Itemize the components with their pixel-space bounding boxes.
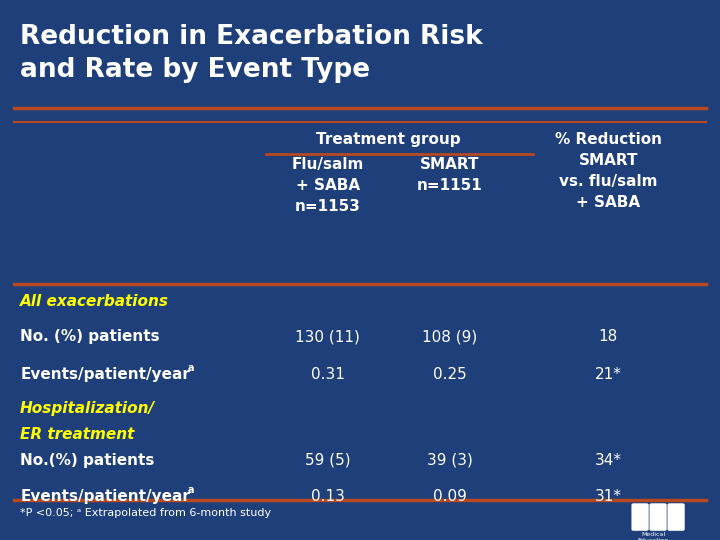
Text: Events/patient/year: Events/patient/year xyxy=(20,489,190,504)
FancyBboxPatch shape xyxy=(649,503,667,531)
Text: ER treatment: ER treatment xyxy=(20,427,135,442)
Text: Treatment group: Treatment group xyxy=(317,132,461,147)
Text: 34*: 34* xyxy=(595,453,622,468)
Text: 0.25: 0.25 xyxy=(433,367,467,382)
FancyBboxPatch shape xyxy=(631,503,649,531)
Text: Hospitalization/: Hospitalization/ xyxy=(20,401,156,416)
Text: 31*: 31* xyxy=(595,489,622,504)
Text: All exacerbations: All exacerbations xyxy=(20,294,169,309)
Text: 59 (5): 59 (5) xyxy=(305,453,351,468)
Text: 39 (3): 39 (3) xyxy=(427,453,473,468)
Text: % Reduction
SMART
vs. flu/salm
+ SABA: % Reduction SMART vs. flu/salm + SABA xyxy=(555,132,662,210)
Text: 18: 18 xyxy=(599,329,618,345)
FancyBboxPatch shape xyxy=(667,503,685,531)
Text: No.(%) patients: No.(%) patients xyxy=(20,453,155,468)
Text: 130 (11): 130 (11) xyxy=(295,329,360,345)
Text: Medical
Education
Network: Medical Education Network xyxy=(637,532,669,540)
Text: Events/patient/year: Events/patient/year xyxy=(20,367,190,382)
Text: Reduction in Exacerbation Risk: Reduction in Exacerbation Risk xyxy=(20,24,483,50)
Text: and Rate by Event Type: and Rate by Event Type xyxy=(20,57,370,83)
Text: No. (%) patients: No. (%) patients xyxy=(20,329,160,345)
Text: a: a xyxy=(187,363,194,374)
Text: a: a xyxy=(187,485,194,495)
Text: 108 (9): 108 (9) xyxy=(423,329,477,345)
Text: 0.13: 0.13 xyxy=(310,489,345,504)
Text: 21*: 21* xyxy=(595,367,622,382)
Text: SMART
n=1151: SMART n=1151 xyxy=(417,157,483,193)
Text: *P <0.05; ᵃ Extrapolated from 6-month study: *P <0.05; ᵃ Extrapolated from 6-month st… xyxy=(20,508,271,518)
Text: Flu/salm
+ SABA
n=1153: Flu/salm + SABA n=1153 xyxy=(292,157,364,214)
Text: 0.31: 0.31 xyxy=(310,367,345,382)
Text: 0.09: 0.09 xyxy=(433,489,467,504)
